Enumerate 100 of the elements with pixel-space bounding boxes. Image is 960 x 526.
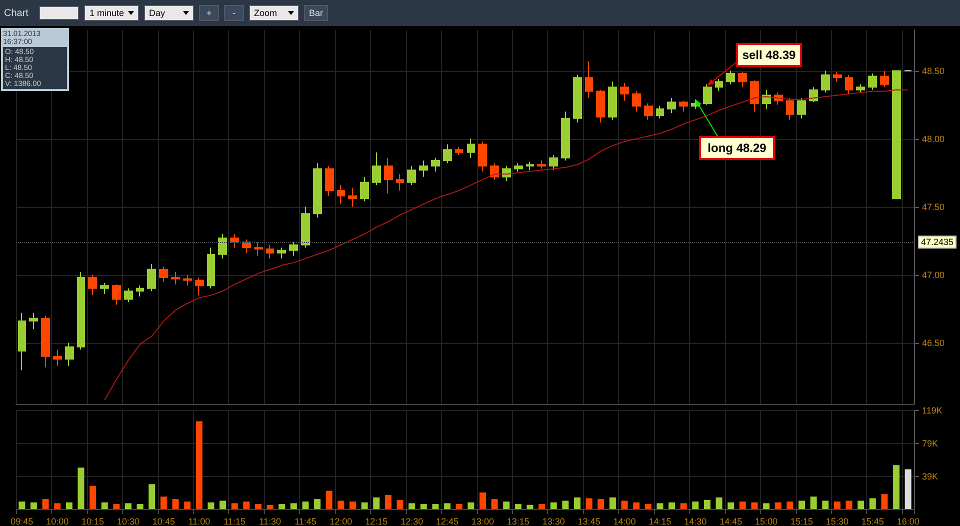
candlestick [608,81,617,120]
candlestick [797,98,806,119]
candlestick [207,247,215,289]
x-tick-label: 13:45 [578,516,600,526]
candlestick [277,247,286,259]
x-tick-label: 11:45 [294,516,316,526]
bar [350,502,356,509]
bar [538,504,546,509]
button: + [198,5,219,21]
candlestick [656,106,664,119]
candlestick [549,154,558,171]
bar [266,504,274,509]
candlestick [112,284,121,306]
candlestick [218,234,227,259]
bar [514,504,522,509]
candlestick [372,152,381,186]
candlestick [490,162,499,180]
x-tick-label: 10:30 [116,516,140,526]
bar [456,504,462,509]
dropdown-field: Day [144,5,194,21]
bar [834,502,840,509]
bar [254,504,262,509]
bar [196,421,202,509]
bar [172,499,179,509]
x-tick-label: 14:00 [613,516,636,526]
candlestick [880,70,889,88]
candlestick [29,312,38,330]
bar [798,500,805,509]
candlestick [18,312,26,370]
y-tick-label: 47.50 [922,202,945,212]
bar [904,469,912,509]
bar [751,502,758,509]
candlestick [455,146,463,156]
bar [290,503,297,509]
bar [361,502,368,509]
x-tick-label: 13:15 [506,516,530,526]
candlestick [786,98,794,120]
x-tick-label: 15:30 [826,516,848,526]
bar [562,500,569,509]
bar [384,494,392,509]
x-tick-label: 11:00 [188,516,210,526]
candlestick [632,90,641,112]
candlestick [100,282,109,294]
x-tick-label: 10:45 [152,516,175,526]
x-tick-label: 15:00 [755,516,778,526]
candlestick [467,138,475,158]
bar [302,502,309,509]
bar [810,496,817,509]
candlestick [561,111,570,162]
x-tick-label: 10:15 [82,516,104,526]
x-tick-label: 09:45 [10,516,34,526]
bar [314,499,321,509]
bar [680,503,687,509]
bar [101,502,108,509]
x-tick-label: 11:30 [259,516,281,526]
candlestick [124,288,133,302]
candlestick [266,244,274,259]
candlestick [856,84,865,94]
candlestick [325,166,334,196]
bar [644,504,652,509]
chart-title: Chart [4,8,28,18]
bar [668,502,676,509]
bar [113,504,120,509]
bar [160,496,167,509]
candlestick [667,98,676,114]
candlestick [242,238,251,254]
x-tick-label: 15:45 [861,516,884,526]
x-tick-label: 10:00 [46,516,69,526]
bar [503,502,510,509]
bar [704,500,710,509]
bar [774,502,782,509]
bar [586,498,592,509]
candlestick [715,78,723,92]
line-series [104,89,909,400]
y-tick-label: 39K [922,472,938,482]
x-tick-label: 13:00 [471,516,494,526]
bar [125,503,132,509]
bar [893,465,900,509]
candlestick [845,74,853,94]
x-tick-label: 11:15 [224,516,246,526]
bar [822,500,829,509]
dropdown-field: 1 minute [84,5,139,21]
bar [479,492,486,509]
bar [338,500,344,509]
candlestick [703,84,712,106]
candlestick [230,234,239,248]
candlestick [868,73,877,90]
candlestick [147,263,156,292]
bar [18,502,26,509]
bar [90,486,96,509]
candlestick [360,176,369,202]
x-tick-label: 12:00 [330,516,352,526]
candlestick [171,272,180,285]
bar [208,502,214,509]
ref-line-label: 47.2435 [921,237,954,248]
candlestick [443,144,452,164]
candlestick [396,174,404,191]
bar [420,504,427,509]
bar [598,499,604,509]
bar [184,502,191,509]
